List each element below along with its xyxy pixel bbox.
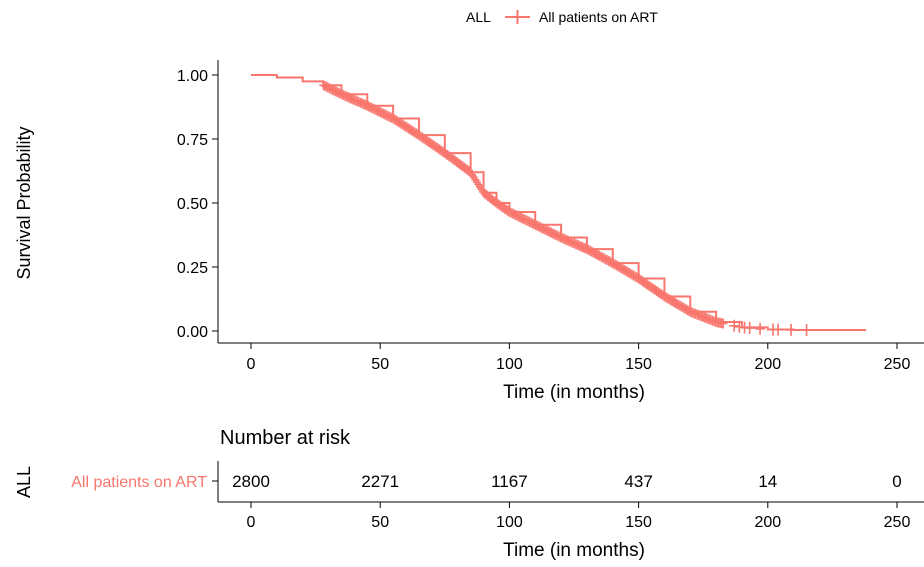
risk-table-strata-title: ALL: [14, 466, 34, 498]
risk-value: 14: [758, 472, 777, 491]
risk-value: 437: [624, 472, 652, 491]
censor-mark: [755, 322, 766, 335]
legend: ALL All patients on ART: [466, 9, 658, 25]
survival-curve-series: [251, 74, 866, 331]
risk-x-tick-label: 150: [625, 514, 652, 531]
risk-x-tick-label: 50: [371, 514, 389, 531]
y-tick-label: 0.50: [177, 196, 208, 213]
y-tick-label: 0.25: [177, 260, 208, 277]
censor-mark: [801, 323, 812, 336]
risk-values: 2800 2271 1167 437 14 0: [232, 472, 902, 491]
x-axis-title: Time (in months): [503, 382, 645, 403]
censor-mark: [729, 319, 740, 332]
y-tick-label: 0.00: [177, 324, 208, 341]
risk-value: 2800: [232, 472, 270, 491]
risk-table-title: Number at risk: [220, 427, 351, 449]
x-tick-label: 200: [754, 356, 781, 373]
risk-x-axis-title: Time (in months): [503, 540, 645, 561]
risk-value: 2271: [361, 472, 399, 491]
legend-key: [505, 10, 530, 24]
risk-x-tick-label: 0: [247, 514, 256, 531]
risk-x-tick-label: 200: [754, 514, 781, 531]
risk-x-tick-label: 100: [496, 514, 523, 531]
survival-plot: Survival Probability 0.00 0.25 0.50 0.75 1.0…: [14, 60, 924, 403]
risk-table: Number at risk ALL All patients on ART 2…: [14, 427, 924, 561]
censor-marks: [319, 80, 812, 336]
y-axis-title: Survival Probability: [14, 126, 34, 279]
x-tick-label: 0: [247, 356, 256, 373]
survival-curve: [251, 74, 866, 331]
censor-mark: [719, 318, 728, 329]
y-axis: 0.00 0.25 0.50 0.75 1.00: [177, 68, 218, 341]
risk-value: 1167: [491, 472, 528, 491]
censor-mark: [744, 322, 755, 335]
legend-item-label: All patients on ART: [539, 9, 658, 25]
x-tick-label: 250: [884, 356, 911, 373]
y-tick-label: 1.00: [177, 68, 208, 85]
x-tick-label: 50: [371, 356, 389, 373]
legend-title: ALL: [466, 9, 491, 25]
x-tick-label: 150: [625, 356, 652, 373]
risk-x-tick-label: 250: [884, 514, 911, 531]
x-tick-label: 100: [496, 356, 523, 373]
x-axis: 0 50 100 150 200 250: [247, 343, 911, 373]
censor-mark: [773, 323, 784, 336]
censor-mark: [786, 323, 797, 336]
y-tick-label: 0.75: [177, 132, 208, 149]
risk-value: 0: [892, 472, 901, 491]
risk-table-row-label: All patients on ART: [71, 474, 207, 491]
risk-x-axis: 0 50 100 150 200 250: [247, 502, 911, 531]
